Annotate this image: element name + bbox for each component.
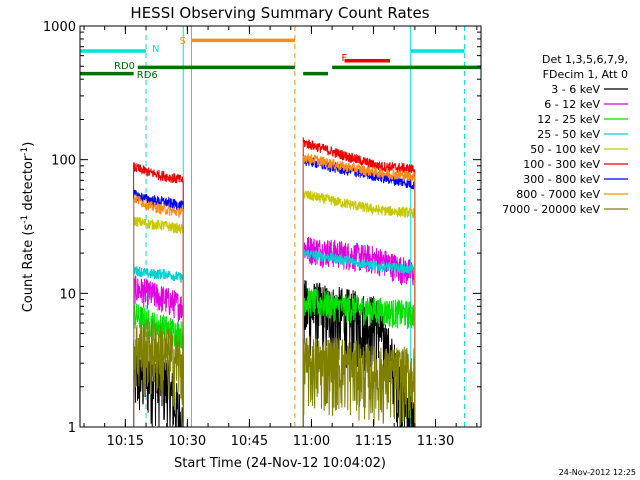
- legend-label-4: 50 - 100 keV: [530, 143, 600, 156]
- y-axis-label-sup2: -1: [20, 147, 30, 156]
- flag-label-night: N: [152, 44, 159, 55]
- series-line-3: [302, 247, 416, 427]
- series-line-2: [133, 303, 184, 427]
- series-line-0: [302, 280, 416, 428]
- series-line-1: [133, 275, 184, 427]
- legend: Det 1,3,5,6,7,9, FDecim 1, Att 0 3 - 6 k…: [502, 53, 628, 216]
- y-axis-label-mid: detector: [21, 155, 36, 215]
- y-axis-label-sup1: -1: [20, 215, 30, 224]
- y-tick-label: 1000: [43, 20, 76, 35]
- series-line-7: [133, 194, 184, 427]
- y-tick-label: 1: [68, 421, 76, 436]
- x-tick-label: 11:15: [355, 434, 392, 449]
- y-axis-ticks: 1 10 100 1000: [43, 20, 481, 436]
- series-line-5: [302, 137, 416, 427]
- series-line-3: [133, 265, 184, 427]
- flag-label-rd0: RD0: [114, 61, 135, 72]
- x-tick-label: 11:00: [293, 434, 330, 449]
- x-tick-label: 10:30: [169, 434, 206, 449]
- legend-label-3: 25 - 50 keV: [537, 128, 600, 141]
- flag-label-rd6: RD6: [137, 70, 158, 81]
- timestamp: 24-Nov-2012 12:25: [559, 468, 636, 477]
- series-line-4: [302, 189, 416, 427]
- plot-frame: [79, 25, 482, 428]
- x-axis-label: Start Time (24-Nov-12 10:04:02): [174, 456, 386, 471]
- x-axis-ticks: 10:15 10:30 10:45 11:00 11:15 11:30: [83, 26, 478, 449]
- legend-header-2: FDecim 1, Att 0: [543, 68, 628, 81]
- legend-items: 3 - 6 keV 6 - 12 keV 12 - 25 keV 25 - 50 ke…: [502, 83, 628, 216]
- legend-label-0: 3 - 6 keV: [551, 83, 600, 96]
- y-tick-label: 100: [51, 154, 76, 169]
- series-line-5: [133, 162, 184, 427]
- series-line-4: [133, 216, 184, 427]
- series-line-6: [133, 189, 184, 427]
- legend-label-5: 100 - 300 keV: [523, 158, 600, 171]
- y-axis-label: Count Rate (s-1 detector-1): [20, 142, 36, 313]
- x-tick-label: 10:15: [107, 434, 144, 449]
- x-tick-label: 11:30: [417, 434, 454, 449]
- flag-label-flare: F: [342, 53, 348, 64]
- series-line-7: [302, 153, 416, 427]
- legend-label-6: 300 - 800 keV: [523, 173, 600, 186]
- chart-title: HESSI Observing Summary Count Rates: [130, 4, 429, 22]
- y-axis-label-main: Count Rate (s: [21, 224, 36, 313]
- y-tick-label: 10: [59, 287, 76, 302]
- series-line-2: [302, 287, 416, 427]
- legend-label-8: 7000 - 20000 keV: [502, 203, 600, 216]
- y-axis-label-end: ): [21, 142, 36, 147]
- x-tick-label: 10:45: [231, 434, 268, 449]
- legend-label-7: 800 - 7000 keV: [516, 188, 600, 201]
- series-line-8: [302, 336, 416, 427]
- legend-label-2: 12 - 25 keV: [537, 113, 600, 126]
- series-line-8: [133, 319, 184, 427]
- legend-header-1: Det 1,3,5,6,7,9,: [542, 53, 628, 66]
- flag-label-saa: S: [180, 36, 186, 47]
- legend-label-1: 6 - 12 keV: [544, 98, 600, 111]
- series-layer: [133, 137, 416, 428]
